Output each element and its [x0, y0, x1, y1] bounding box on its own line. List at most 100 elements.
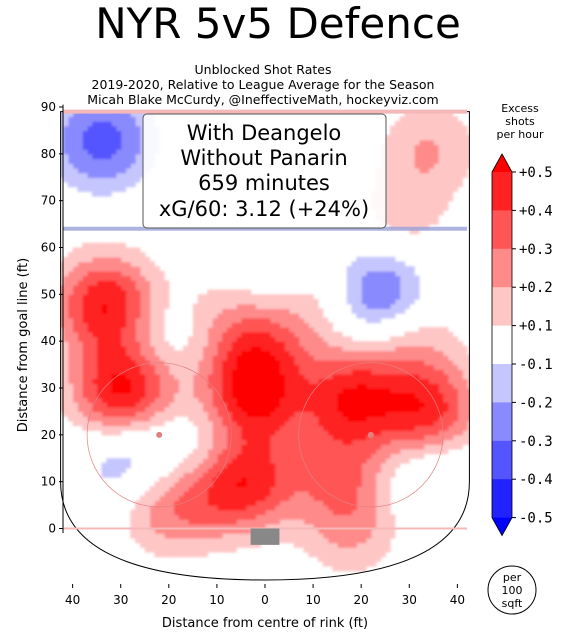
heat-cell [433, 186, 439, 192]
heat-cell [418, 355, 425, 361]
heat-cell [366, 533, 372, 539]
heat-cell [457, 181, 463, 188]
heat-cell [60, 172, 64, 178]
heat-cell [140, 369, 146, 375]
heat-cell [298, 336, 305, 342]
heat-cell [192, 388, 199, 394]
heat-cell [67, 369, 74, 375]
heat-cell [313, 486, 319, 492]
heat-cell [399, 153, 406, 160]
heat-cell [337, 331, 343, 338]
heat-cell [366, 500, 372, 506]
heat-cell [255, 350, 261, 356]
heat-cell [207, 364, 213, 370]
heat-cell [250, 327, 256, 333]
heat-cell [361, 481, 367, 487]
heat-cell [77, 397, 83, 403]
heat-cell [351, 341, 357, 347]
heat-cell [317, 477, 324, 483]
heat-cell [130, 149, 136, 155]
heat-cell [231, 472, 237, 478]
heat-cell [154, 495, 160, 501]
heat-cell [60, 139, 64, 146]
heat-cell [443, 177, 449, 183]
heat-cell [77, 308, 83, 314]
heat-cell [409, 280, 415, 286]
colorbar-label: +0.1 [519, 319, 553, 335]
heat-cell [366, 294, 372, 300]
heat-cell [226, 397, 232, 403]
heat-cell [327, 364, 333, 370]
heat-cell [438, 144, 444, 150]
heat-cell [418, 200, 425, 206]
heat-cell [274, 523, 280, 530]
heat-cell [221, 444, 228, 450]
heat-cell [140, 270, 146, 277]
heat-cell [346, 439, 353, 445]
heat-cell [63, 308, 69, 314]
heat-cell [87, 144, 93, 150]
heat-cell [394, 448, 401, 455]
heat-cell [293, 373, 300, 380]
heat-cell [197, 430, 204, 436]
heat-cell [125, 266, 131, 272]
heat-cell [60, 331, 64, 338]
heat-cell [120, 270, 127, 277]
heat-cell [226, 434, 232, 441]
heat-cell [130, 519, 136, 525]
heat-cell [77, 341, 83, 347]
heat-cell [418, 439, 425, 445]
heat-cell [409, 359, 415, 366]
heat-cell [101, 313, 107, 319]
heat-cell [106, 289, 112, 295]
heat-cell [91, 172, 98, 178]
heat-cell [346, 336, 353, 342]
heat-cell [366, 280, 372, 286]
heatmap-cells [60, 111, 470, 572]
heat-cell [63, 359, 69, 366]
heat-cell [216, 313, 223, 319]
heat-cell [212, 467, 218, 473]
heat-cell [120, 308, 127, 314]
heat-cell [356, 439, 362, 445]
heat-cell [192, 462, 199, 469]
heat-cell [351, 439, 357, 445]
heat-cell [394, 280, 401, 286]
heat-cell [322, 364, 329, 370]
heat-cell [332, 458, 338, 464]
heat-cell [428, 139, 434, 146]
faceoff-circle-right [298, 362, 444, 508]
heat-cell [202, 514, 208, 520]
heat-cell [303, 303, 309, 309]
heat-cell [265, 523, 271, 530]
heat-cell [322, 406, 329, 412]
heat-cell [72, 149, 78, 155]
heat-cell [409, 158, 415, 164]
heat-cell [423, 364, 430, 370]
heat-cell [447, 378, 454, 384]
heat-cell [159, 327, 165, 333]
heat-cell [438, 116, 444, 122]
heat-cell [265, 313, 271, 319]
heat-cell [443, 341, 449, 347]
heat-cell [390, 186, 396, 192]
heat-cell [226, 294, 232, 300]
heat-cell [414, 200, 420, 206]
heat-cell [404, 458, 410, 464]
heat-cell [241, 308, 247, 314]
heat-cell [298, 500, 305, 506]
heat-cell [226, 350, 232, 356]
heat-cell [135, 345, 141, 352]
heat-cell [298, 359, 305, 366]
heat-cell [101, 406, 107, 412]
heat-cell [197, 514, 204, 520]
heat-cell [404, 219, 410, 225]
heat-cell [366, 275, 372, 281]
heat-cell [380, 341, 386, 347]
heat-cell [375, 294, 381, 300]
heat-cell [317, 542, 324, 548]
heat-cell [63, 411, 69, 417]
heat-cell [452, 425, 458, 431]
heat-cell [279, 500, 285, 506]
heat-cell [183, 383, 189, 389]
